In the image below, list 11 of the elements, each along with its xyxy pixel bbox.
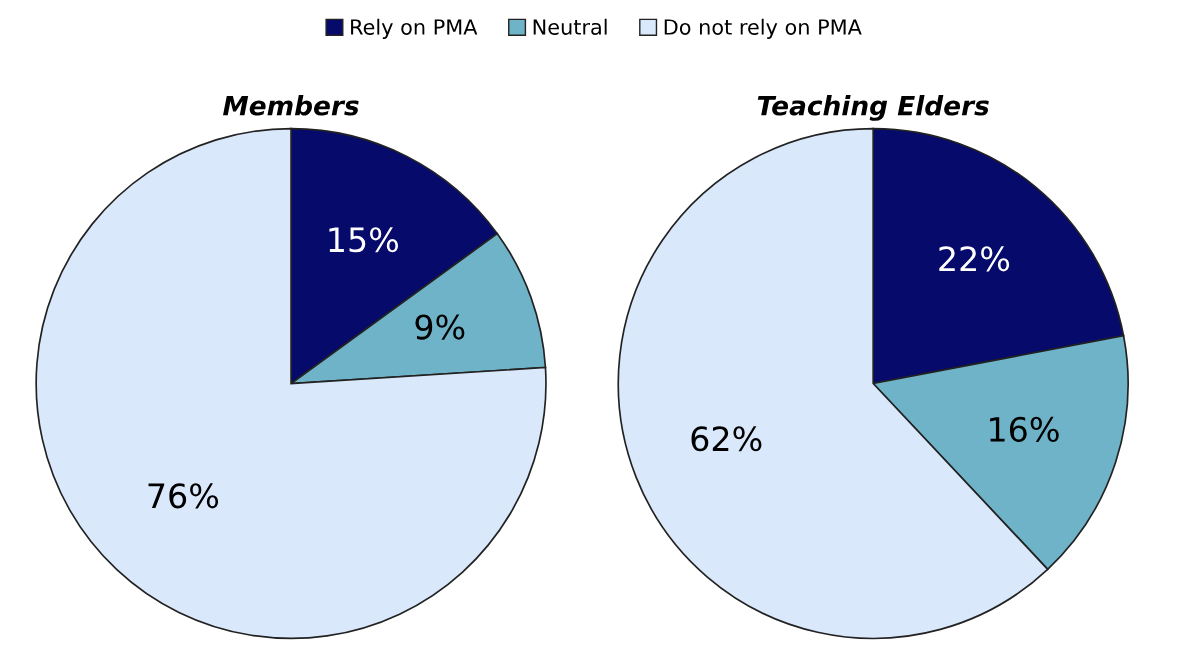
data-label: 15% bbox=[329, 227, 399, 253]
text: Members bbox=[223, 95, 359, 116]
data-label: 9% bbox=[415, 314, 465, 340]
chart-title: Teaching Elders bbox=[757, 95, 989, 121]
data-label: 22% bbox=[939, 246, 1010, 272]
legend-label: Do not rely on PMA bbox=[664, 18, 862, 39]
legend-label: Rely on PMA bbox=[351, 18, 478, 39]
data-label: 16% bbox=[990, 416, 1059, 443]
data-label: 62% bbox=[691, 426, 762, 452]
legend-label: Neutral bbox=[533, 18, 607, 35]
data-label: 76% bbox=[148, 483, 219, 509]
